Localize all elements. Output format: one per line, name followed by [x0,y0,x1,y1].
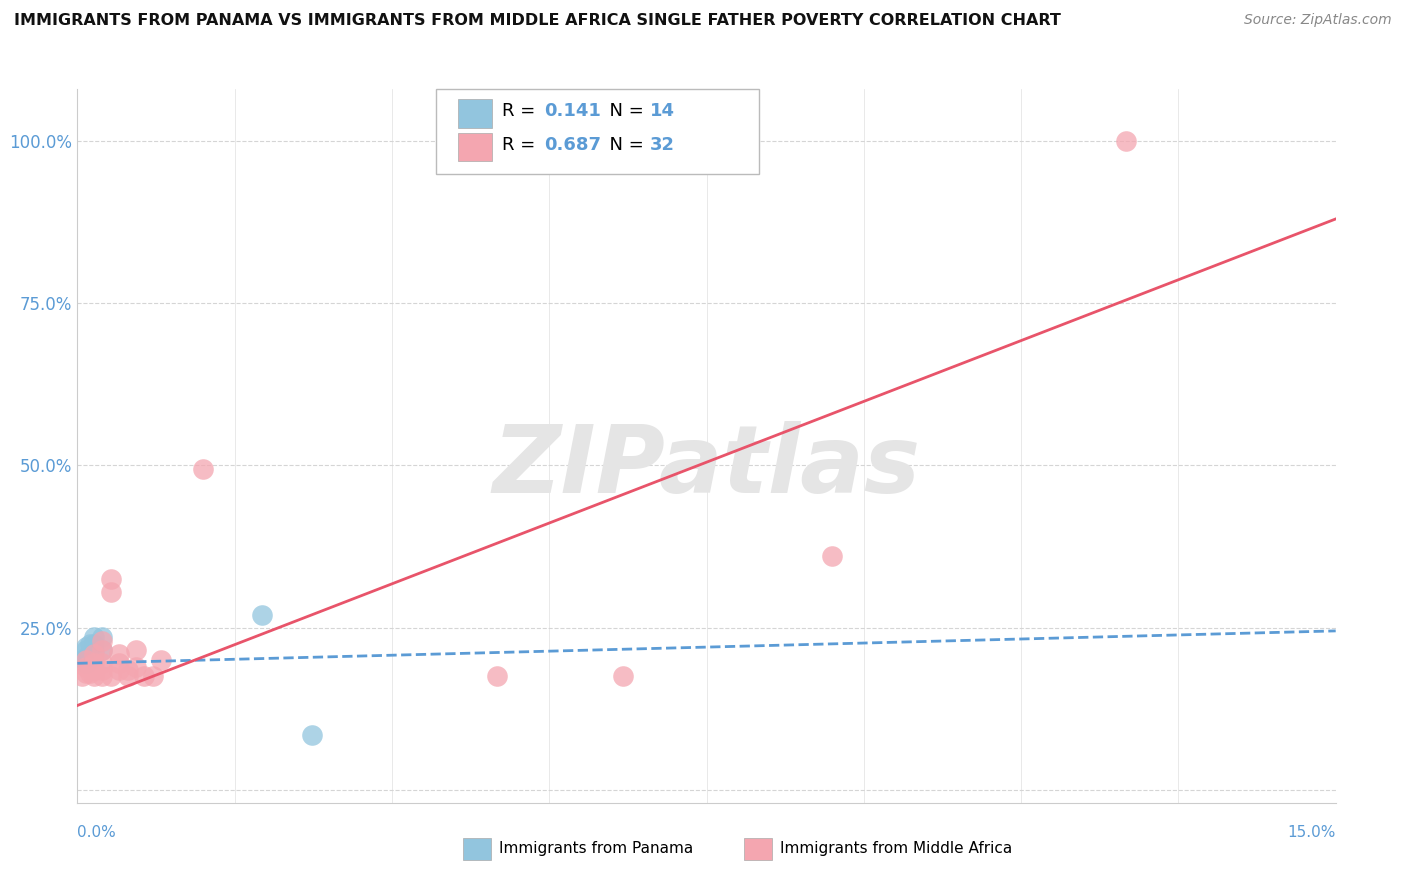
Point [100,585,122,599]
Text: 0.141: 0.141 [544,103,600,120]
Point [75,653,97,667]
Point [83,637,105,651]
Text: Immigrants from Middle Africa: Immigrants from Middle Africa [780,841,1012,855]
Point [91,643,114,657]
Text: Source: ZipAtlas.com: Source: ZipAtlas.com [1244,13,1392,28]
Text: ZIPatlas: ZIPatlas [492,421,921,514]
Point [75,657,97,671]
Point [100,669,122,683]
Point [100,572,122,586]
Point [1115,134,1137,148]
Point [79,647,101,661]
Point [134,669,156,683]
Point [91,663,114,677]
Point [75,640,97,654]
Point [75,643,97,657]
Point [70,669,93,683]
Text: 0.0%: 0.0% [77,825,117,840]
Point [83,657,105,671]
Point [83,647,105,661]
Point [117,669,139,683]
Text: 15.0%: 15.0% [1288,825,1336,840]
Text: N =: N = [598,136,650,154]
Text: R =: R = [502,136,541,154]
Point [75,649,97,664]
Point [70,653,93,667]
Point [79,637,101,651]
Point [142,669,165,683]
Point [117,663,139,677]
Point [108,663,131,677]
Text: Immigrants from Panama: Immigrants from Panama [499,841,693,855]
Point [250,607,273,622]
Text: 0.687: 0.687 [544,136,602,154]
Point [108,647,131,661]
Point [108,657,131,671]
Point [150,653,173,667]
Point [83,663,105,677]
Text: R =: R = [502,103,541,120]
Point [191,461,215,475]
Point [612,669,634,683]
Point [83,669,105,683]
Point [821,549,844,564]
Point [91,633,114,648]
Point [125,659,148,673]
Point [301,728,323,742]
Point [75,659,97,673]
Point [485,669,508,683]
Point [91,669,114,683]
Text: IMMIGRANTS FROM PANAMA VS IMMIGRANTS FROM MIDDLE AFRICA SINGLE FATHER POVERTY CO: IMMIGRANTS FROM PANAMA VS IMMIGRANTS FRO… [14,13,1062,29]
Point [79,666,101,681]
Point [83,643,105,657]
Point [125,643,148,657]
Point [83,631,105,645]
Point [91,657,114,671]
Text: 14: 14 [650,103,675,120]
Point [91,631,114,645]
Point [91,643,114,657]
Text: N =: N = [598,103,650,120]
Text: 32: 32 [650,136,675,154]
Point [75,666,97,681]
